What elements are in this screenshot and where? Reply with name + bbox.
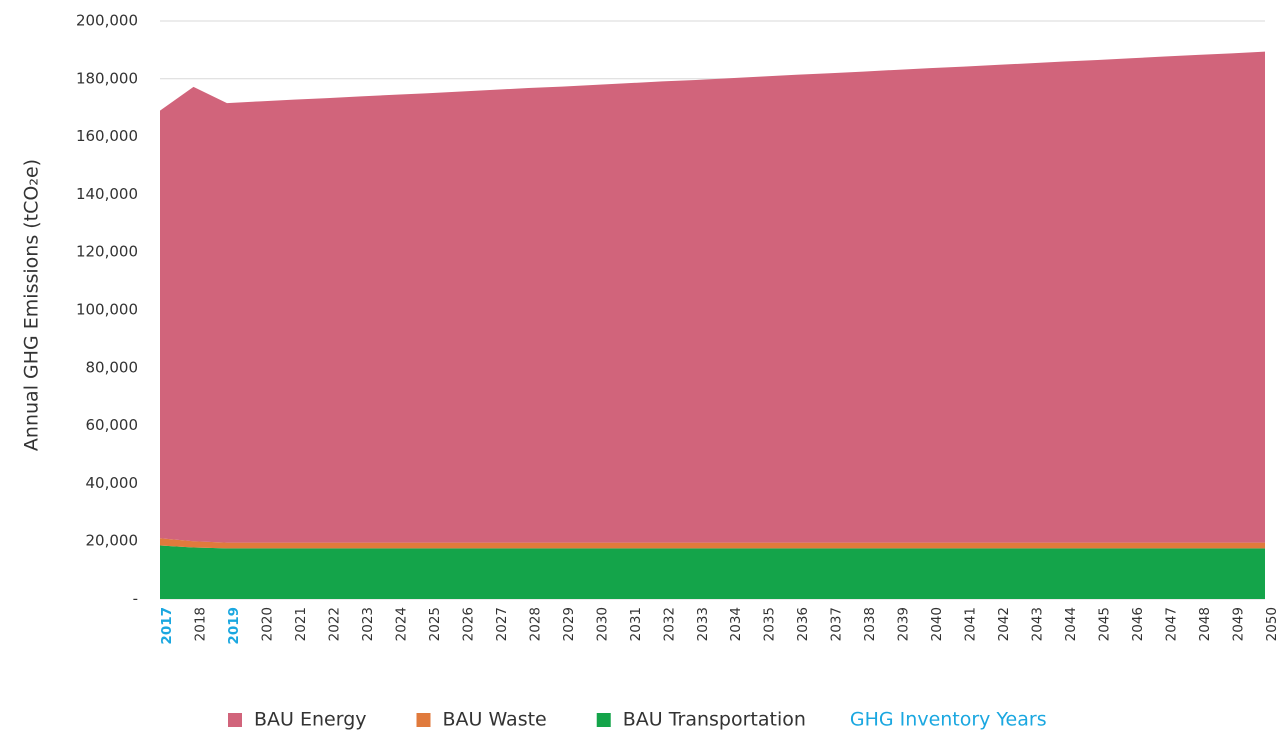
x-tick-label: 2020 <box>259 607 275 641</box>
x-tick-label: 2046 <box>1130 607 1146 641</box>
legend-swatch <box>228 713 242 727</box>
x-tick-label: 2038 <box>862 607 878 641</box>
x-tick-label: 2034 <box>728 607 744 641</box>
x-tick-label: 2025 <box>427 607 443 641</box>
x-tick-label: 2029 <box>561 607 577 641</box>
legend-label: GHG Inventory Years <box>850 709 1047 731</box>
legend-swatch <box>596 713 611 727</box>
x-tick-label: 2030 <box>594 607 610 641</box>
x-tick-label: 2036 <box>795 607 811 641</box>
y-tick-label: 180,000 <box>76 69 138 87</box>
x-tick-label: 2019 <box>226 607 242 645</box>
y-tick-label: 120,000 <box>76 243 138 261</box>
x-tick-label: 2021 <box>293 607 309 641</box>
area <box>160 545 1265 599</box>
x-tick-label: 2039 <box>896 607 912 641</box>
x-tick-label: 2022 <box>326 607 342 641</box>
x-tick-label: 2024 <box>393 607 409 641</box>
x-tick-label: 2045 <box>1097 607 1113 641</box>
legend-swatch <box>416 713 431 727</box>
x-tick-label: 2050 <box>1264 607 1277 641</box>
legend-label: BAU Waste <box>443 709 547 731</box>
x-tick-label: 2018 <box>192 607 208 641</box>
legend-label: BAU Transportation <box>623 709 806 731</box>
x-tick-label: 2044 <box>1063 607 1079 641</box>
x-tick-label: 2043 <box>1030 607 1046 641</box>
x-tick-label: 2023 <box>360 607 376 641</box>
x-tick-label: 2042 <box>996 607 1012 641</box>
x-tick-label: 2027 <box>494 607 510 641</box>
legend-label: BAU Energy <box>254 709 367 731</box>
x-tick-label: 2041 <box>963 607 979 641</box>
x-tick-label: 2017 <box>159 607 175 645</box>
area <box>160 51 1265 543</box>
x-tick-label: 2032 <box>661 607 677 641</box>
x-tick-label: 2026 <box>460 607 476 641</box>
y-tick-label: 100,000 <box>76 301 138 319</box>
x-tick-label: 2035 <box>762 607 778 641</box>
x-tick-label: 2049 <box>1231 607 1247 641</box>
y-tick-label: 20,000 <box>86 532 139 550</box>
y-tick-label: 40,000 <box>86 474 139 492</box>
x-tick-label: 2047 <box>1164 607 1180 641</box>
x-tick-label: 2028 <box>527 607 543 641</box>
y-tick-label: 60,000 <box>86 416 139 434</box>
y-tick-label: 200,000 <box>76 12 138 30</box>
x-tick-label: 2040 <box>929 607 945 641</box>
x-tick-label: 2048 <box>1197 607 1213 641</box>
y-tick-label: 160,000 <box>76 127 138 145</box>
y-tick-label: 140,000 <box>76 185 138 203</box>
x-tick-label: 2037 <box>829 607 845 641</box>
y-axis-label: Annual GHG Emissions (tCO₂e) <box>21 159 43 451</box>
area <box>160 538 1265 549</box>
x-tick-label: 2031 <box>628 607 644 641</box>
y-tick-label: 80,000 <box>86 358 139 376</box>
y-tick-label: - <box>133 590 138 608</box>
x-tick-label: 2033 <box>695 607 711 641</box>
